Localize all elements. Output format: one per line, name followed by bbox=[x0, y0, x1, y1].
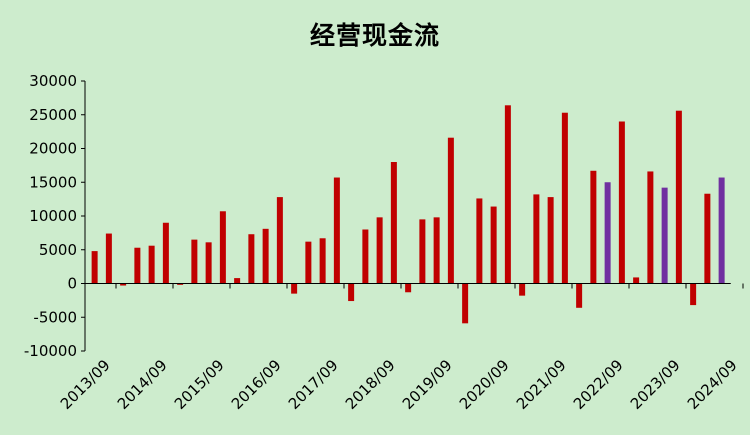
bar-2016-03 bbox=[248, 234, 255, 284]
y-tick-label: -5000 bbox=[33, 308, 77, 326]
bar-2024-06 bbox=[718, 177, 725, 284]
x-tick-label: 2018/09 bbox=[342, 356, 399, 413]
bar-2022-09 bbox=[618, 121, 625, 284]
bar-2023-09 bbox=[675, 110, 682, 284]
bar-2016-06 bbox=[262, 228, 269, 284]
bar-2019-09 bbox=[447, 137, 454, 284]
bar-2014-06 bbox=[148, 245, 155, 284]
bar-2015-03 bbox=[191, 239, 198, 284]
bar-2023-03 bbox=[647, 171, 654, 284]
bar-2020-12 bbox=[519, 283, 526, 296]
bar-2021-12 bbox=[576, 283, 583, 308]
x-tick-label: 2019/09 bbox=[399, 356, 456, 413]
bar-2016-12 bbox=[291, 283, 298, 294]
x-tick-label: 2015/09 bbox=[171, 356, 228, 413]
bar-2017-06 bbox=[319, 238, 326, 284]
x-tick-label: 2022/09 bbox=[570, 356, 627, 413]
y-tick-label: 5000 bbox=[39, 241, 77, 259]
y-tick-label: -10000 bbox=[24, 342, 77, 360]
bar-2017-12 bbox=[348, 283, 355, 302]
x-tick-label: 2013/09 bbox=[57, 356, 114, 413]
bar-2017-03 bbox=[305, 241, 312, 284]
bar-2022-06 bbox=[604, 182, 611, 284]
y-tick-label: 0 bbox=[67, 275, 77, 293]
bar-2013-09 bbox=[105, 233, 112, 284]
y-tick-label: 30000 bbox=[29, 72, 77, 90]
bar-2020-09 bbox=[504, 105, 511, 284]
bar-2021-06 bbox=[547, 197, 554, 284]
bar-2015-06 bbox=[205, 242, 212, 284]
bar-2015-12 bbox=[234, 278, 241, 284]
bar-2019-06 bbox=[433, 217, 440, 284]
x-tick-label: 2017/09 bbox=[285, 356, 342, 413]
bar-2014-03 bbox=[134, 247, 141, 284]
bar-2016-09 bbox=[276, 197, 283, 284]
x-tick-label: 2014/09 bbox=[114, 356, 171, 413]
bar-2019-03 bbox=[419, 219, 426, 284]
bar-2024-03 bbox=[704, 193, 711, 284]
x-tick-label: 2023/09 bbox=[627, 356, 684, 413]
chart-title: 经营现金流 bbox=[309, 21, 440, 50]
y-tick-label: 15000 bbox=[29, 173, 77, 191]
bar-2023-06 bbox=[661, 187, 668, 284]
bar-2020-06 bbox=[490, 206, 497, 284]
x-tick-label: 2016/09 bbox=[228, 356, 285, 413]
bar-2014-09 bbox=[162, 222, 169, 284]
bar-2021-03 bbox=[533, 194, 540, 284]
bar-2013-06 bbox=[91, 251, 98, 284]
bar-2017-09 bbox=[333, 177, 340, 284]
bar-2018-12 bbox=[405, 283, 412, 293]
bar-2022-12 bbox=[633, 277, 640, 284]
x-tick-label: 2020/09 bbox=[456, 356, 513, 413]
y-tick-label: 25000 bbox=[29, 106, 77, 124]
x-tick-label: 2021/09 bbox=[513, 356, 570, 413]
bar-2019-12 bbox=[462, 283, 469, 324]
bar-2018-03 bbox=[362, 229, 369, 284]
y-tick-label: 20000 bbox=[29, 140, 77, 158]
bar-2022-03 bbox=[590, 170, 597, 284]
bar-2021-09 bbox=[561, 112, 568, 284]
bar-2020-03 bbox=[476, 198, 483, 284]
bar-2015-09 bbox=[219, 211, 226, 284]
x-tick-label: 2024/09 bbox=[684, 356, 741, 413]
bar-2013-12 bbox=[120, 283, 127, 286]
bar-2018-06 bbox=[376, 217, 383, 284]
y-tick-label: 10000 bbox=[29, 207, 77, 225]
bar-2023-12 bbox=[690, 283, 697, 306]
bar-2018-09 bbox=[390, 162, 397, 284]
bar-2014-12 bbox=[177, 283, 184, 285]
